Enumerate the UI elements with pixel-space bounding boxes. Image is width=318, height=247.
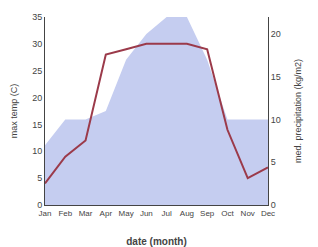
svg-text:10: 10 [271,115,281,125]
svg-text:5: 5 [37,173,42,183]
svg-text:Feb: Feb [58,209,72,218]
svg-text:med. precipitation (kg/m2): med. precipitation (kg/m2) [293,59,303,163]
svg-text:Dec: Dec [261,209,275,218]
svg-text:Oct: Oct [221,209,234,218]
svg-text:25: 25 [32,66,42,76]
svg-text:Apr: Apr [100,209,113,218]
svg-text:Sep: Sep [200,209,215,218]
svg-text:0: 0 [37,200,42,210]
svg-text:30: 30 [32,39,42,49]
svg-text:Jan: Jan [39,209,52,218]
svg-text:Mar: Mar [79,209,93,218]
svg-text:35: 35 [32,12,42,22]
svg-text:Jun: Jun [140,209,153,218]
svg-text:15: 15 [271,72,281,82]
svg-text:May: May [119,209,134,218]
svg-text:Nov: Nov [241,209,255,218]
svg-text:20: 20 [32,93,42,103]
svg-text:date (month): date (month) [126,236,187,247]
svg-text:15: 15 [32,120,42,130]
svg-text:20: 20 [271,29,281,39]
svg-text:max temp (C): max temp (C) [9,84,19,139]
svg-text:5: 5 [271,157,276,167]
svg-text:Jul: Jul [162,209,172,218]
svg-text:Aug: Aug [180,209,194,218]
svg-text:0: 0 [271,200,276,210]
svg-text:10: 10 [32,146,42,156]
